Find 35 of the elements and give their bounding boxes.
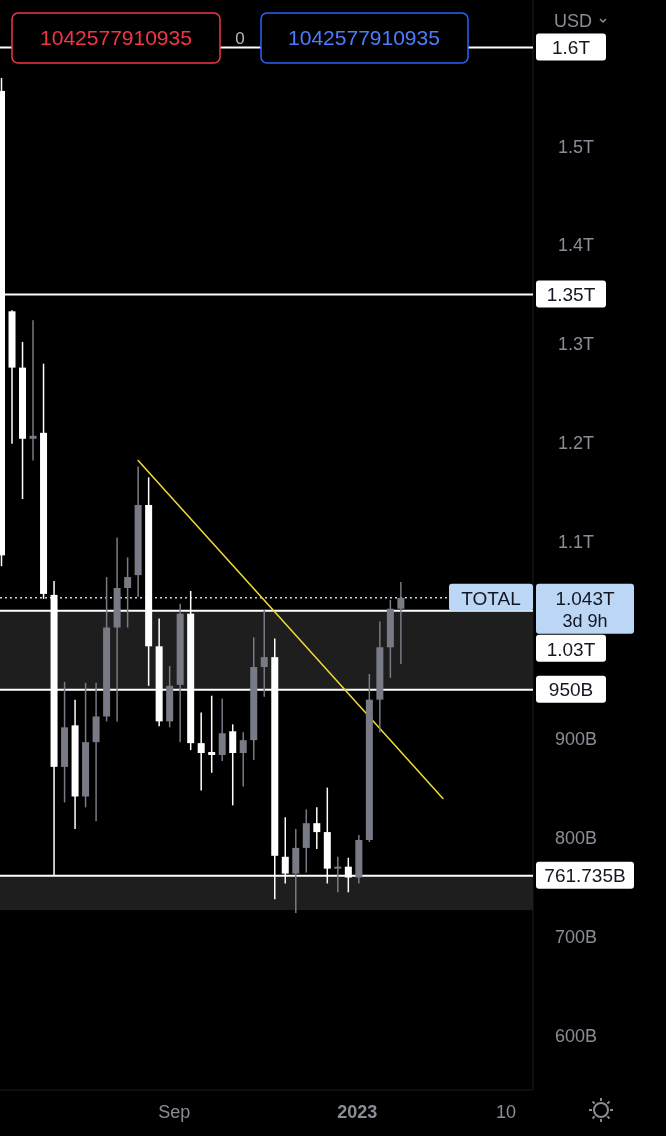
ref-line-label: 1.043T	[555, 587, 615, 609]
candlestick	[334, 856, 342, 894]
ref-line-label: 1.03T	[546, 638, 596, 660]
y-tick-label: 1.5T	[557, 136, 595, 157]
ref-line-label: 761.735B	[544, 865, 626, 887]
x-tick-label: 10	[495, 1102, 516, 1122]
ref-line-label: 950B	[548, 679, 594, 701]
annotation: 1042577910935	[288, 26, 440, 50]
candlestick	[239, 731, 247, 788]
text: 3d 9h	[562, 611, 608, 632]
y-tick-label: 1.1T	[557, 531, 595, 552]
annotation: 0	[235, 28, 245, 48]
y-tick-label: 1.2T	[557, 433, 595, 454]
y-tick-label: 1.4T	[557, 235, 595, 256]
y-tick-label: 800B	[554, 828, 598, 849]
candlestick	[313, 806, 321, 850]
candlestick	[260, 608, 268, 698]
y-tick-label: 900B	[554, 729, 598, 750]
candlestick	[124, 556, 132, 629]
candlestick	[29, 319, 37, 462]
annotation: TOTAL	[461, 587, 521, 609]
x-tick-label: Sep	[158, 1102, 191, 1122]
ref-line-label: 1.35T	[546, 284, 596, 306]
y-tick-label: 700B	[554, 927, 598, 948]
candlestick	[208, 694, 216, 774]
ref-line-label: 1.6T	[551, 37, 591, 59]
annotation: 1042577910935	[40, 26, 192, 50]
candlestick	[229, 723, 237, 807]
text: USD	[553, 11, 593, 32]
y-tick-label: 1.3T	[557, 334, 595, 355]
x-tick-label: 2023	[337, 1102, 378, 1122]
candlestick	[397, 581, 405, 665]
candlestick	[218, 697, 226, 762]
candlestick	[197, 711, 205, 792]
y-tick-label: 600B	[554, 1025, 598, 1046]
